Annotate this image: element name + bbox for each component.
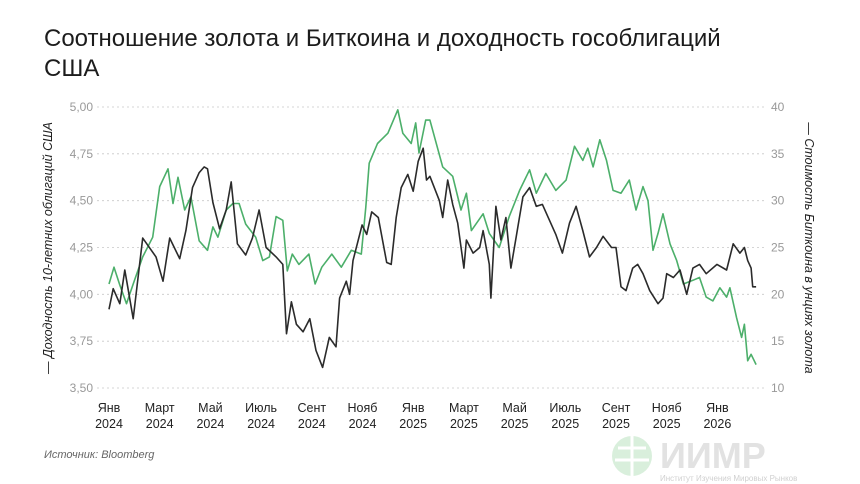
y-tick-right: 40 <box>771 100 785 114</box>
x-tick-month: Сент <box>297 401 326 415</box>
x-tick-month: Нояб <box>348 401 378 415</box>
x-tick-year: 2026 <box>703 417 731 431</box>
x-tick-year: 2024 <box>349 417 377 431</box>
y-tick-right: 20 <box>771 287 785 301</box>
x-tick-year: 2025 <box>501 417 529 431</box>
x-tick-month: Июль <box>245 401 277 415</box>
y-axis-label-left: — Доходность 10-летних облигаций США <box>41 122 55 375</box>
y-axis-label-right: — Стоимость Биткоина в унциях золота <box>802 121 816 373</box>
y-tick-right: 30 <box>771 194 785 208</box>
x-tick-month: Нояб <box>652 401 682 415</box>
x-tick-month: Май <box>502 401 527 415</box>
x-tick-month: Янв <box>706 401 729 415</box>
y-tick-left: 5,00 <box>70 100 94 114</box>
y-tick-right: 25 <box>771 241 785 255</box>
source-note: Источник: Bloomberg <box>44 449 155 461</box>
y-tick-right: 15 <box>771 334 785 348</box>
x-tick-year: 2025 <box>450 417 478 431</box>
chart-title: Соотношение золота и Биткоина и доходнос… <box>44 25 721 82</box>
x-tick-year: 2025 <box>399 417 427 431</box>
x-tick-month: Янв <box>98 401 121 415</box>
x-tick-month: Май <box>198 401 223 415</box>
logo-subtitle: Институт Изучения Мировых Рынков <box>660 474 797 483</box>
x-tick-year: 2025 <box>602 417 630 431</box>
logo-watermark: ИИМР Институт Изучения Мировых Рынков <box>612 435 797 483</box>
x-tick-month: Март <box>449 401 479 415</box>
x-tick-year: 2024 <box>146 417 174 431</box>
x-tick-year: 2025 <box>551 417 579 431</box>
x-tick-month: Июль <box>549 401 581 415</box>
y-tick-left: 3,75 <box>70 334 94 348</box>
x-tick-month: Сент <box>602 401 631 415</box>
x-tick-year: 2024 <box>95 417 123 431</box>
y-tick-left: 4,00 <box>70 287 94 301</box>
logo-letters: ИИМР <box>660 435 766 476</box>
x-tick-year: 2024 <box>247 417 275 431</box>
y-tick-right: 10 <box>771 381 785 395</box>
x-tick-year: 2025 <box>653 417 681 431</box>
x-tick-month: Янв <box>402 401 425 415</box>
y-tick-left: 4,75 <box>70 147 94 161</box>
x-tick-month: Март <box>145 401 175 415</box>
x-tick-year: 2024 <box>298 417 326 431</box>
y-tick-left: 3,50 <box>70 381 94 395</box>
y-tick-left: 4,25 <box>70 241 94 255</box>
x-tick-year: 2024 <box>196 417 224 431</box>
y-tick-left: 4,50 <box>70 194 94 208</box>
series-line-treasury-yield <box>108 147 757 369</box>
y-tick-right: 35 <box>771 147 785 161</box>
series-line-btc-gold <box>108 109 757 365</box>
